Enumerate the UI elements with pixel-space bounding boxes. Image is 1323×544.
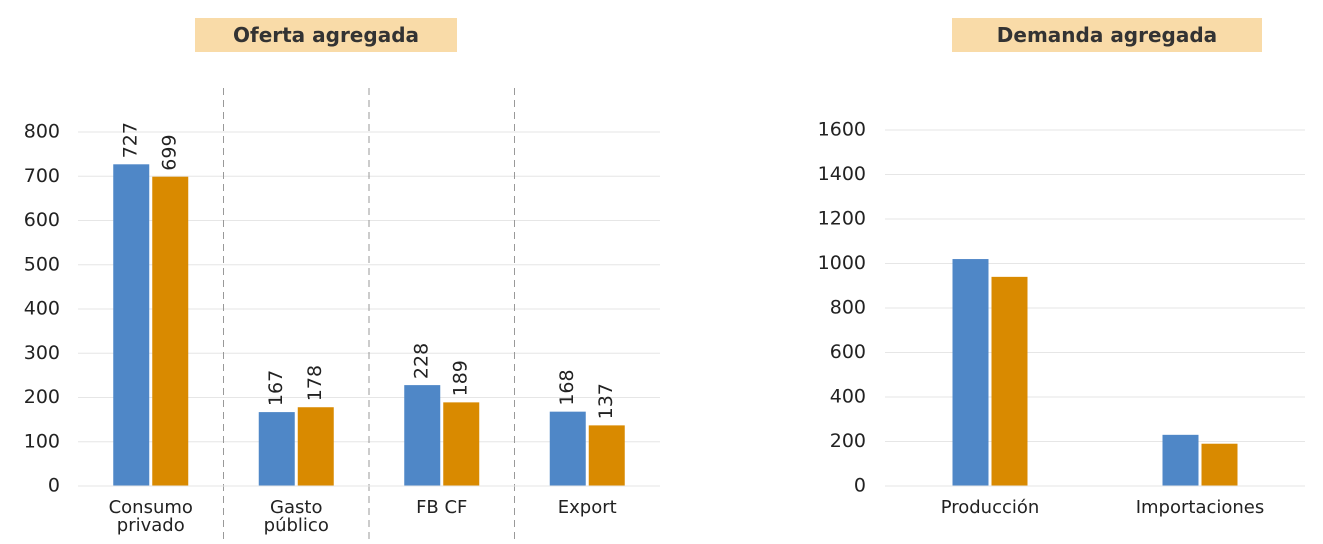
chart-title: Oferta agregada bbox=[195, 18, 457, 52]
y-tick-label: 400 bbox=[830, 386, 866, 408]
bar bbox=[1162, 434, 1199, 486]
data-label: 699 bbox=[159, 134, 181, 170]
y-tick-label: 300 bbox=[24, 342, 60, 364]
bar bbox=[991, 276, 1028, 486]
x-tick-label: Importaciones bbox=[1135, 497, 1265, 518]
data-label: 167 bbox=[265, 370, 287, 406]
y-tick-label: 100 bbox=[24, 430, 60, 452]
bar bbox=[113, 164, 150, 487]
bar bbox=[588, 425, 625, 486]
x-tick-label: Export bbox=[557, 497, 617, 518]
bar bbox=[404, 385, 441, 486]
x-tick-label: Producción bbox=[940, 497, 1040, 518]
bar bbox=[297, 407, 334, 486]
y-tick-label: 500 bbox=[24, 253, 60, 275]
y-tick-label: 1400 bbox=[818, 163, 866, 185]
data-label: 189 bbox=[450, 360, 472, 396]
bar bbox=[443, 402, 480, 486]
y-tick-label: 1200 bbox=[818, 208, 866, 230]
bar bbox=[549, 411, 586, 486]
data-label: 168 bbox=[556, 369, 578, 405]
y-tick-label: 0 bbox=[48, 475, 60, 497]
y-tick-label: 800 bbox=[830, 297, 866, 319]
y-tick-label: 600 bbox=[24, 209, 60, 231]
y-tick-label: 1600 bbox=[818, 119, 866, 141]
data-label: 727 bbox=[120, 122, 142, 158]
bar bbox=[952, 259, 989, 486]
y-tick-label: 200 bbox=[830, 430, 866, 452]
bar bbox=[152, 176, 189, 486]
y-tick-label: 800 bbox=[24, 121, 60, 143]
y-tick-label: 400 bbox=[24, 298, 60, 320]
x-tick-label: FB CF bbox=[416, 497, 468, 518]
y-tick-label: 600 bbox=[830, 341, 866, 363]
data-label: 178 bbox=[304, 365, 326, 401]
x-tick-label: Gasto público bbox=[263, 497, 329, 536]
y-tick-label: 700 bbox=[24, 165, 60, 187]
bar bbox=[1201, 443, 1238, 486]
x-tick-label: Consumo privado bbox=[108, 497, 193, 536]
bar bbox=[258, 412, 295, 486]
y-tick-label: 0 bbox=[854, 475, 866, 497]
chart-title: Demanda agregada bbox=[952, 18, 1262, 52]
data-label: 137 bbox=[595, 383, 617, 419]
y-tick-label: 200 bbox=[24, 386, 60, 408]
y-tick-label: 1000 bbox=[818, 252, 866, 274]
data-label: 228 bbox=[411, 343, 433, 379]
